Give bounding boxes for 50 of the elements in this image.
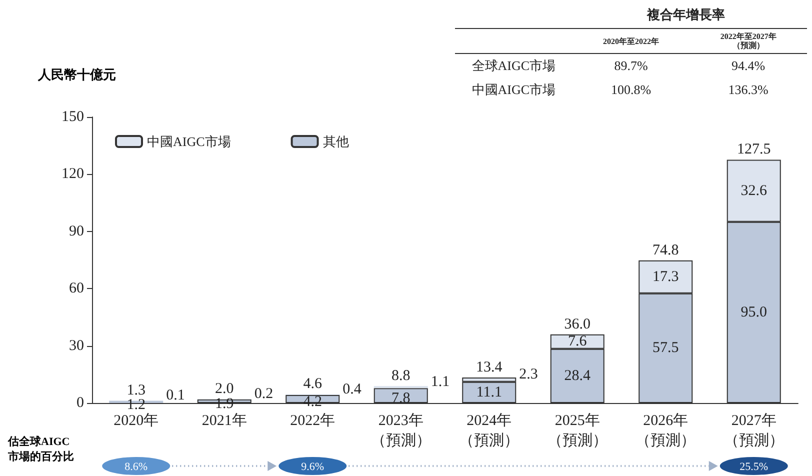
data-label: 0.2 bbox=[254, 386, 274, 402]
text: 100.8% bbox=[610, 82, 652, 98]
data-label: 32.6 bbox=[740, 182, 768, 199]
total-label: 127.5 bbox=[737, 142, 771, 158]
data-label: 17.3 bbox=[652, 268, 679, 285]
total-label: 4.6 bbox=[303, 376, 322, 392]
text: 全球AIGC市場 bbox=[470, 57, 557, 75]
data-label: 95.0 bbox=[740, 304, 767, 320]
total-label: 8.8 bbox=[392, 368, 410, 384]
x-tick-label: 2022年 bbox=[290, 412, 336, 429]
data-label: 2.3 bbox=[519, 366, 538, 383]
x-tick-label: 2020年 bbox=[114, 412, 159, 429]
text: 2020年至2022年 bbox=[602, 36, 660, 46]
total-label: 2.0 bbox=[215, 380, 234, 397]
data-label: 57.5 bbox=[652, 340, 679, 356]
text: 25.5% bbox=[740, 461, 768, 473]
y-tick-label: 0 bbox=[76, 395, 84, 411]
text: 複合年增長率 bbox=[455, 6, 807, 29]
x-tick-label: 2026年（預測） bbox=[636, 412, 696, 449]
text: 9.6% bbox=[301, 461, 324, 473]
y-axis-title: 人民幣十億元 bbox=[38, 66, 116, 84]
text: 估全球AIGC市場的百分比 bbox=[8, 435, 75, 465]
total-label: 1.3 bbox=[126, 382, 146, 399]
text: 94.4% bbox=[730, 58, 766, 74]
data-label: 11.1 bbox=[476, 384, 502, 400]
data-label: 7.6 bbox=[568, 334, 588, 350]
text: 中國AIGC市場 bbox=[470, 81, 557, 99]
data-label: 0.1 bbox=[166, 388, 185, 404]
total-label: 13.4 bbox=[476, 359, 503, 376]
y-tick-label: 90 bbox=[69, 223, 84, 240]
text: 2022年至2027年（預測） bbox=[719, 32, 778, 50]
y-tick-label: 60 bbox=[69, 280, 84, 297]
text: 136.3% bbox=[727, 82, 770, 98]
text: 89.7% bbox=[613, 58, 649, 74]
text: 8.6% bbox=[124, 461, 148, 473]
x-tick-label: 2027年（預測） bbox=[724, 412, 784, 449]
data-label: 0.4 bbox=[342, 382, 362, 398]
legend-label: 中國AIGC市場 bbox=[147, 134, 231, 149]
legend-label: 其他 bbox=[322, 134, 349, 149]
x-tick-label: 2023年（預測） bbox=[370, 412, 431, 449]
y-tick-label: 30 bbox=[69, 338, 84, 354]
data-label: 1.1 bbox=[430, 374, 450, 390]
x-tick-label: 2021年 bbox=[202, 412, 247, 429]
x-tick-label: 2024年（預測） bbox=[459, 412, 520, 449]
total-label: 74.8 bbox=[652, 242, 679, 258]
data-label: 28.4 bbox=[564, 368, 591, 384]
x-tick-label: 2025年（預測） bbox=[547, 412, 608, 449]
y-tick-label: 150 bbox=[62, 109, 84, 125]
y-tick-label: 120 bbox=[62, 166, 84, 182]
total-label: 36.0 bbox=[564, 316, 590, 332]
